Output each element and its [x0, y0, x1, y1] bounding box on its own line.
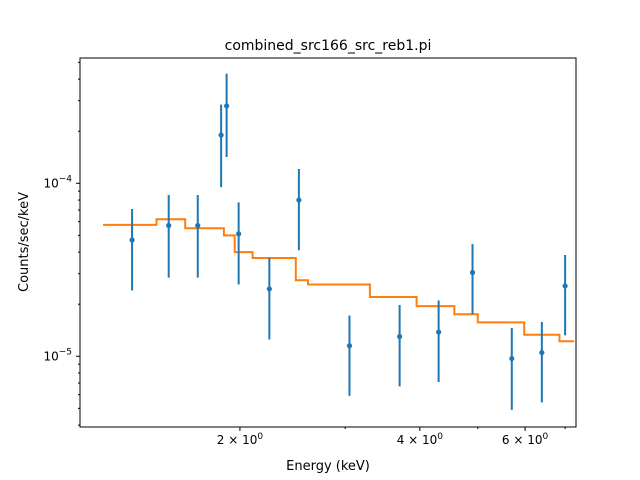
data-point [509, 327, 515, 410]
data-marker [562, 283, 568, 289]
data-marker [266, 286, 272, 292]
data-point [218, 104, 224, 188]
data-layer [129, 73, 568, 410]
data-point [436, 300, 442, 382]
data-marker [218, 132, 224, 138]
x-axis-ticks: 2 × 100 4 × 100 6 × 100 [217, 427, 566, 447]
data-marker [166, 222, 172, 229]
data-point [469, 244, 476, 315]
data-marker [469, 269, 476, 276]
data-marker [129, 237, 135, 243]
plot-area [80, 58, 576, 427]
data-marker [224, 103, 230, 109]
data-marker [539, 349, 545, 356]
x-tick-label: 2 × 100 [217, 432, 264, 447]
data-point [195, 195, 201, 278]
model-step-line [103, 218, 575, 343]
data-point [129, 209, 135, 291]
x-tick-label: 4 × 100 [397, 432, 444, 447]
data-marker [195, 222, 201, 229]
model-layer [103, 218, 575, 343]
y-tick-label: 10−4 [43, 174, 72, 190]
data-point [236, 202, 242, 285]
data-point [562, 254, 568, 336]
data-marker [236, 231, 242, 237]
data-marker [296, 197, 302, 203]
data-marker [397, 333, 403, 340]
data-point [266, 257, 272, 340]
data-point [224, 73, 230, 157]
x-tick-label: 6 × 100 [502, 432, 549, 447]
data-point [346, 315, 353, 396]
y-tick-label: 10−5 [43, 347, 72, 363]
y-axis-label: Counts/sec/keV [17, 192, 32, 292]
x-axis-label: Energy (keV) [286, 459, 370, 474]
y-axis-ticks: 10−5 10−4 [43, 61, 80, 426]
chart-title: combined_src166_src_reb1.pi [225, 38, 432, 54]
data-point [539, 321, 545, 403]
data-point [166, 195, 172, 278]
data-marker [509, 355, 515, 362]
plot-frame [79, 57, 577, 428]
data-point [397, 304, 403, 387]
data-marker [436, 329, 442, 335]
data-marker [346, 343, 353, 349]
data-point [296, 168, 302, 251]
